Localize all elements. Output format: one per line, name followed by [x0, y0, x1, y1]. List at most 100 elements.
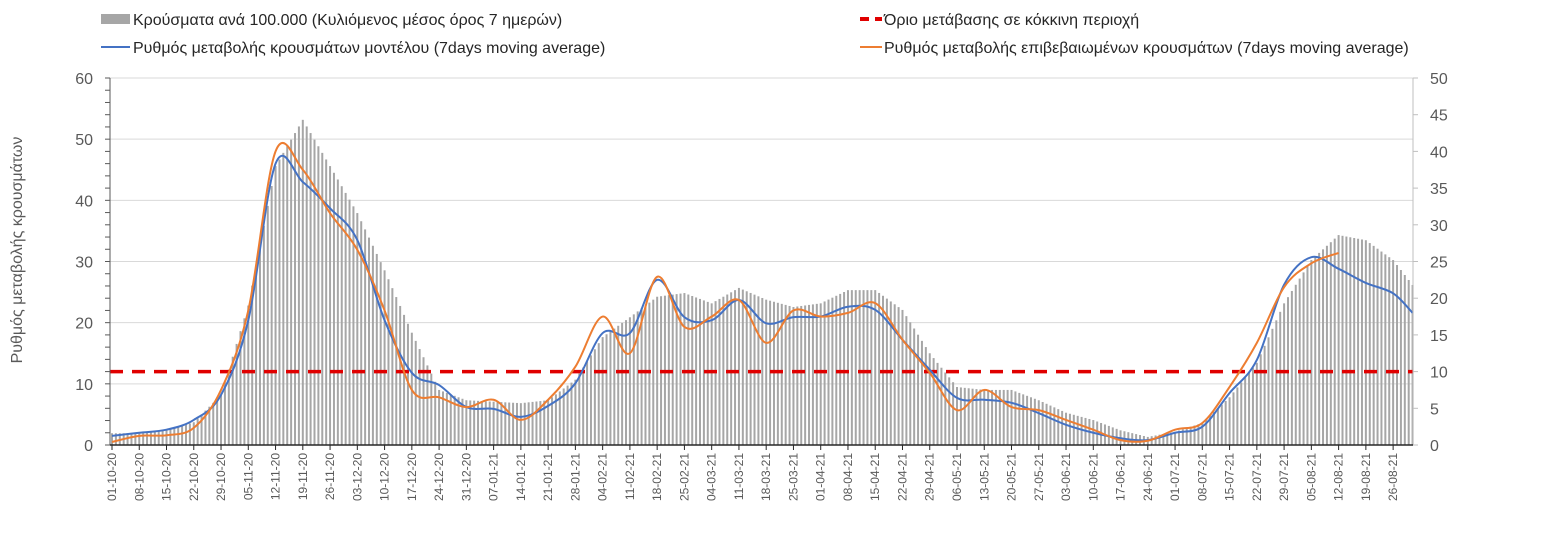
- bar: [473, 401, 475, 445]
- bar: [633, 314, 635, 445]
- legend-item-bars[interactable]: Κρούσματα ανά 100.000 (Κυλιόμενος μέσος …: [101, 12, 562, 29]
- bar: [917, 335, 919, 445]
- bar: [1038, 400, 1040, 445]
- bar: [1268, 337, 1270, 445]
- bar: [785, 305, 787, 445]
- x-tick-label: 18-03-21: [759, 453, 773, 501]
- x-tick-label: 19-11-20: [296, 453, 310, 500]
- bar: [321, 153, 323, 445]
- bar: [746, 291, 748, 445]
- x-tick-label: 01-04-21: [814, 453, 828, 501]
- bar: [528, 402, 530, 445]
- bar: [173, 428, 175, 445]
- bar: [937, 363, 939, 445]
- bar: [1353, 238, 1355, 445]
- bar: [1279, 312, 1281, 445]
- right-tick-label: 25: [1430, 255, 1448, 272]
- bar: [827, 300, 829, 445]
- bar: [341, 186, 343, 445]
- bar: [1349, 237, 1351, 445]
- x-tick-label: 17-12-20: [405, 453, 419, 501]
- bar: [1310, 260, 1312, 445]
- bar: [625, 320, 627, 445]
- bar: [1342, 236, 1344, 445]
- bar: [1213, 412, 1215, 445]
- left-tick-label: 50: [75, 132, 93, 149]
- legend-label-model: Ρυθμός μεταβολής κρουσμάτων μοντέλου (7d…: [133, 40, 605, 57]
- bar: [1260, 354, 1262, 445]
- bar: [177, 427, 179, 445]
- legend-item-confirmed[interactable]: Ρυθμός μεταβολής επιβεβαιωμένων κρουσμάτ…: [860, 40, 1409, 57]
- bar: [267, 206, 269, 445]
- x-tick-label: 04-03-21: [705, 453, 719, 501]
- x-tick-label: 04-02-21: [596, 453, 610, 501]
- bar: [722, 297, 724, 445]
- bar: [960, 387, 962, 445]
- bar: [730, 292, 732, 445]
- x-tick-label: 26-08-21: [1386, 453, 1400, 501]
- bar: [738, 288, 740, 445]
- bar: [1069, 414, 1071, 445]
- bar: [995, 390, 997, 445]
- bar: [602, 337, 604, 445]
- bar: [1240, 383, 1242, 445]
- bar: [1388, 257, 1390, 445]
- bar: [1392, 260, 1394, 445]
- x-tick-label: 11-03-21: [732, 453, 746, 500]
- x-tick-label: 12-11-20: [269, 453, 283, 500]
- bar: [1252, 368, 1254, 445]
- legend: Κρούσματα ανά 100.000 (Κυλιόμενος μέσος …: [101, 12, 1409, 57]
- right-tick-label: 5: [1430, 401, 1439, 418]
- bar: [586, 361, 588, 445]
- bar: [855, 290, 857, 445]
- x-tick-label: 14-01-21: [514, 453, 528, 501]
- x-tick-label: 24-12-20: [432, 453, 446, 501]
- bar: [590, 355, 592, 445]
- bar: [1373, 246, 1375, 445]
- right-tick-label: 35: [1430, 181, 1448, 198]
- legend-item-model[interactable]: Ρυθμός μεταβολής κρουσμάτων μοντέλου (7d…: [101, 40, 605, 57]
- x-tick-label: 25-03-21: [786, 453, 800, 501]
- bar: [391, 288, 393, 445]
- bar: [820, 303, 822, 445]
- bar: [656, 297, 658, 445]
- bar: [384, 270, 386, 445]
- bar: [913, 329, 915, 445]
- bar: [909, 322, 911, 445]
- bar: [987, 390, 989, 445]
- x-tick-label: 24-06-21: [1141, 453, 1155, 501]
- legend-item-threshold[interactable]: Όριο μετάβασης σε κόκκινη περιοχή: [860, 12, 1139, 29]
- right-tick-label: 20: [1430, 291, 1448, 308]
- bar: [1295, 285, 1297, 445]
- left-tick-label: 20: [75, 316, 93, 333]
- bar: [594, 349, 596, 445]
- left-tick-label: 40: [75, 193, 93, 210]
- bar: [991, 390, 993, 445]
- bar: [898, 307, 900, 445]
- bar: [952, 382, 954, 445]
- x-tick-label: 25-02-21: [677, 453, 691, 501]
- bar: [979, 390, 981, 445]
- bar: [372, 246, 374, 445]
- bar: [1318, 253, 1320, 445]
- x-tick-label: 15-04-21: [868, 453, 882, 501]
- x-tick-label: 21-01-21: [541, 453, 555, 501]
- bar: [263, 226, 265, 445]
- bar: [578, 374, 580, 445]
- bar: [734, 290, 736, 445]
- x-tick-label: 29-04-21: [923, 453, 937, 501]
- bar: [189, 423, 191, 445]
- right-tick-label: 45: [1430, 108, 1448, 125]
- bar: [792, 307, 794, 445]
- y-axis-title: Ρυθμός μεταβολής κρουσμάτων: [9, 137, 26, 364]
- bar: [621, 323, 623, 445]
- bar: [1011, 390, 1013, 445]
- right-tick-label: 15: [1430, 328, 1448, 345]
- bar: [1061, 411, 1063, 445]
- bar: [1369, 243, 1371, 445]
- bar: [169, 429, 171, 445]
- x-tick-label: 03-06-21: [1059, 453, 1073, 501]
- bar: [1396, 265, 1398, 445]
- bar: [434, 382, 436, 445]
